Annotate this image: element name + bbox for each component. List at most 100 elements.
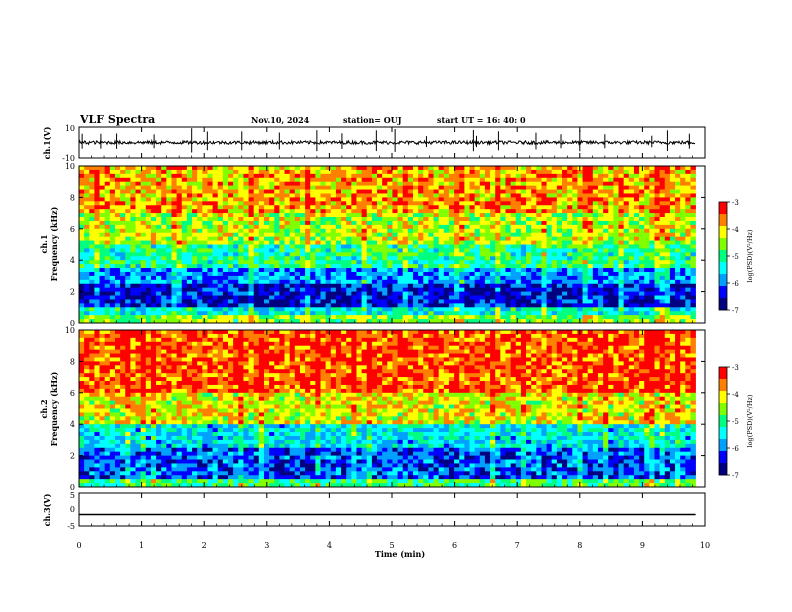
ch1-spectrogram-cell [515,311,522,316]
ch1-spectrogram-cell [474,315,481,320]
ch1-spectrogram-cell [443,291,450,296]
ch1-spectrogram-cell [263,299,270,304]
ch1-spectrogram-cell [150,205,157,210]
ch1-spectrogram-cell [603,224,609,230]
ch1-spectrogram-cell [669,189,676,194]
ch1-spectrogram-cell [454,213,460,218]
ch1-spectrogram-cell [320,189,326,194]
ch1-spectrogram-cell [510,271,517,277]
ch1-spectrogram-cell [608,307,614,312]
ch1-spectrogram-cell [222,177,229,182]
ch1-spectrogram-cell [192,311,198,316]
ch1-spectrogram-cell [150,228,157,234]
ch1-spectrogram-cell [603,240,609,245]
ch1-colorbar-step [719,240,727,243]
ch1-spectrogram-cell [377,244,383,249]
ch1-spectrogram-cell [269,220,275,226]
ch1-spectrogram-cell [387,264,393,269]
ch1-spectrogram-cell [325,295,332,300]
ch1-spectrogram-cell [402,205,409,210]
ch1-spectrogram-cell [145,303,152,308]
ch1-spectrogram-cell [341,299,347,304]
ch1-spectrogram-cell [315,166,321,171]
ch1-spectrogram-cell [366,275,373,281]
ch1-spectrogram-cell [654,166,660,171]
ch1-spectrogram-cell [664,283,671,288]
ch1-spectrogram-cell [541,228,547,234]
ch1-spectrogram-ytick-label: 2 [70,288,75,297]
ch1-spectrogram-cell [675,220,681,226]
ch1-spectrogram-cell [592,189,599,194]
ch1-spectrogram-cell [675,181,681,186]
ch1-spectrogram-cell [377,283,383,288]
ch1-spectrogram-cell [418,319,424,324]
ch1-spectrogram-cell [135,169,141,175]
ch1-spectrogram-cell [114,291,121,296]
ch1-spectrogram-cell [418,177,424,182]
ch1-spectrogram-cell [330,173,337,179]
ch1-spectrogram-cell [464,275,470,281]
ch1-spectrogram-cell [248,248,255,253]
ch1-spectrogram-cell [181,189,188,194]
ch1-spectrogram-cell [176,283,183,288]
ch2-spectrogram-cell [79,428,85,433]
ch1-spectrogram-cell [479,217,486,222]
ch1-spectrogram-cell [120,213,126,218]
ch1-spectrogram-cell [551,185,558,190]
ch1-colorbar-step [719,230,727,233]
ch1-spectrogram-cell [161,295,167,300]
ch1-spectrogram-cell [628,260,635,265]
ch1-spectrogram-cell [294,307,301,312]
ch1-spectrogram-cell [454,311,460,316]
ch1-spectrogram-cell [253,169,260,175]
ch1-spectrogram-cell [685,181,691,186]
ch1-spectrogram-cell [664,299,671,304]
ch1-spectrogram-cell [294,319,301,324]
ch1-spectrogram-cell [572,307,578,312]
ch1-spectrogram-cell [269,169,275,175]
ch1-spectrogram-cell [633,295,640,300]
ch1-spectrogram-cell [351,177,357,182]
ch1-spectrogram-cell [669,279,676,285]
ch1-spectrogram-cell [510,228,517,234]
ch1-spectrogram-cell [387,287,393,292]
ch1-spectrogram-cell [346,283,352,288]
ch1-spectrogram-cell [330,197,337,202]
ch1-spectrogram-cell [202,189,208,194]
ch1-spectrogram-cell [541,291,547,296]
ch1-spectrogram-cell [382,224,388,230]
ch1-spectrogram-cell [505,291,511,296]
ch1-spectrogram-cell [104,275,111,281]
ch1-spectrogram-cell [120,205,126,210]
ch1-spectrogram-cell [346,173,352,179]
ch1-spectrogram-cell [592,224,599,230]
ch1-spectrogram-cell [392,260,398,265]
ch1-spectrogram-cell [125,232,131,237]
ch2-spectrogram-cell [79,381,85,386]
ch1-spectrogram-cell [500,283,506,288]
ch1-spectrogram-cell [130,205,136,210]
ch1-spectrogram-cell [166,303,172,308]
ch1-spectrogram-cell [443,271,450,277]
ch1-ytick-top: 10 [65,124,75,133]
ch1-spectrogram-cell [680,236,686,241]
ch1-spectrogram-cell [603,181,609,186]
ch1-spectrogram-cell [171,220,177,226]
ch1-spectrogram-cell [130,315,136,320]
ch1-spectrogram-cell [443,287,450,292]
ch1-spectrogram-cell [505,181,511,186]
ch1-spectrogram-cell [546,319,553,324]
ch1-spectrogram-cell [597,315,604,320]
ch1-spectrogram-cell [145,166,152,171]
ch1-spectrogram-cell [181,197,188,202]
ch1-spectrogram-cell [484,228,491,234]
ch1-spectrogram-cell [587,224,594,230]
ch1-spectrogram-cell [623,205,630,210]
ch1-spectrogram-cell [562,220,568,226]
ch1-spectrogram-cell [356,193,362,198]
ch1-spectrogram-cell [109,213,116,218]
ch1-spectrogram-cell [325,275,332,281]
ch1-spectrogram-cell [392,173,398,179]
ch2-spectrogram-cell [79,341,85,346]
ch1-spectrogram-cell [613,169,619,175]
